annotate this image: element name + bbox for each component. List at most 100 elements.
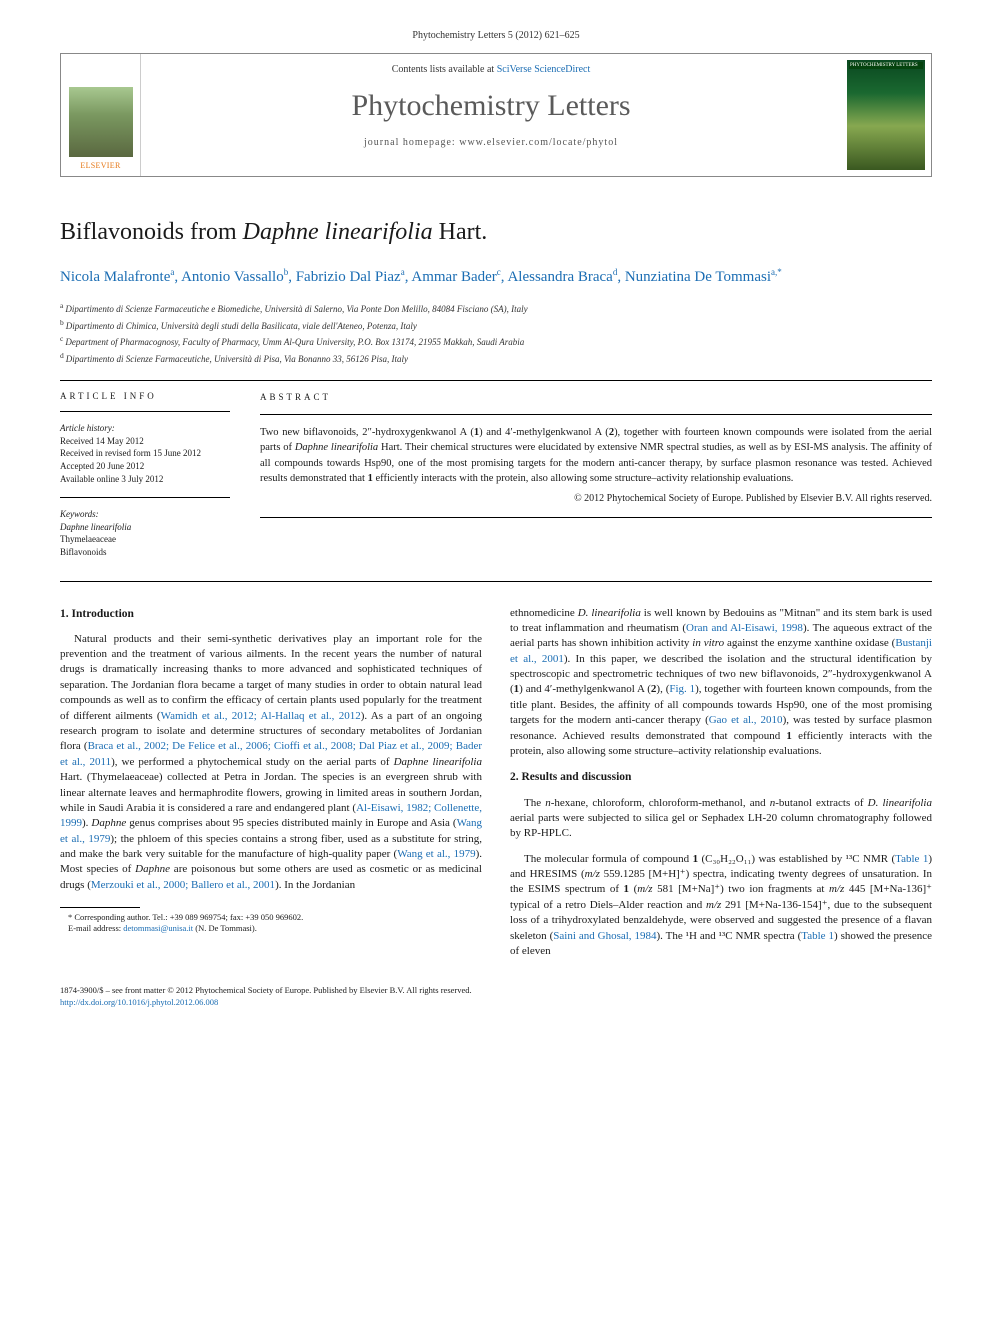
- p: The molecular formula of compound: [524, 853, 693, 865]
- cover-image: PHYTOCHEMISTRY LETTERS: [847, 60, 925, 170]
- table-link[interactable]: Table 1: [895, 853, 928, 865]
- p: ethnomedicine: [510, 607, 578, 619]
- p: -butanol extracts of: [775, 797, 867, 809]
- species: D. linearifolia: [578, 607, 641, 619]
- p: ). In the Jordanian: [275, 879, 355, 891]
- history-item: Received 14 May 2012: [60, 435, 230, 448]
- divider: [60, 380, 932, 381]
- abs-part: Two new biflavonoids, 2″-hydroxygenkwano…: [260, 427, 474, 438]
- paragraph: The n-hexane, chloroform, chloroform-met…: [510, 796, 932, 842]
- author[interactable]: Alessandra Braca: [507, 269, 612, 285]
- citation-link[interactable]: Gao et al., 2010: [709, 714, 783, 726]
- p: -hexane, chloroform, chloroform-methanol…: [551, 797, 770, 809]
- divider: [60, 497, 230, 498]
- aff-text: Department of Pharmacognosy, Faculty of …: [65, 337, 524, 347]
- aff-key: c: [60, 334, 63, 343]
- doi-link[interactable]: http://dx.doi.org/10.1016/j.phytol.2012.…: [60, 997, 932, 1009]
- section-heading: 1. Introduction: [60, 606, 482, 622]
- history-label: Article history:: [60, 422, 230, 435]
- p: Natural products and their semi-syntheti…: [60, 633, 482, 722]
- p: ), we performed a phytochemical study on…: [111, 756, 394, 768]
- keyword-item: Thymelaeaceae: [60, 533, 230, 546]
- p: ) and 4′-methylgenkwanol A (: [519, 683, 651, 695]
- p: against the enzyme xanthine oxidase (: [724, 637, 895, 649]
- abstract-heading: ABSTRACT: [260, 391, 932, 404]
- abs-part: ) and 4′-methylgenkwanol A (: [479, 427, 609, 438]
- history-item: Received in revised form 15 June 2012: [60, 447, 230, 460]
- species: Daphne linearifolia: [394, 756, 482, 768]
- citation-link[interactable]: Saini and Ghosal, 1984: [553, 930, 656, 942]
- p: ). The ¹H and ¹³C NMR spectra (: [656, 930, 801, 942]
- cover-title: PHYTOCHEMISTRY LETTERS: [849, 62, 923, 69]
- divider: [260, 414, 932, 415]
- p: 581 [M+Na]⁺) two ion fragments at: [653, 883, 829, 895]
- article-title: Biflavonoids from Daphne linearifolia Ha…: [60, 217, 932, 248]
- aff-text: Dipartimento di Chimica, Università degl…: [66, 321, 417, 331]
- affiliation-row: bDipartimento di Chimica, Università deg…: [60, 317, 932, 334]
- abstract: ABSTRACT Two new biflavonoids, 2″-hydrox…: [260, 391, 932, 570]
- article-history: Article history: Received 14 May 2012 Re…: [60, 422, 230, 485]
- masthead: ELSEVIER Contents lists available at Sci…: [60, 53, 932, 177]
- author[interactable]: Nunziatina De Tommasi: [625, 269, 771, 285]
- divider: [260, 517, 932, 518]
- author-aff: a,*: [771, 267, 782, 277]
- section-heading: 2. Results and discussion: [510, 769, 932, 785]
- sciencedirect-link[interactable]: SciVerse ScienceDirect: [497, 64, 591, 75]
- author[interactable]: Fabrizio Dal Piaz: [296, 269, 401, 285]
- info-abstract-row: ARTICLE INFO Article history: Received 1…: [60, 391, 932, 570]
- divider: [60, 411, 230, 412]
- table-link[interactable]: Table 1: [801, 930, 834, 942]
- divider: [60, 581, 932, 582]
- masthead-center: Contents lists available at SciVerse Sci…: [141, 54, 841, 176]
- species: Daphne: [91, 817, 126, 829]
- citation-link[interactable]: Wamidh et al., 2012; Al-Hallaq et al., 2…: [161, 710, 361, 722]
- history-item: Accepted 20 June 2012: [60, 460, 230, 473]
- keyword-item: Daphne linearifolia: [60, 521, 230, 534]
- elsevier-tree-icon: [69, 87, 133, 157]
- author-aff: a: [401, 267, 405, 277]
- author[interactable]: Antonio Vassallo: [181, 269, 284, 285]
- abs-part: efficiently interacts with the protein, …: [373, 473, 794, 484]
- author-aff: c: [497, 267, 501, 277]
- italic: m/z: [637, 883, 652, 895]
- body-columns: 1. Introduction Natural products and the…: [60, 606, 932, 970]
- keywords-label: Keywords:: [60, 508, 230, 521]
- running-header: Phytochemistry Letters 5 (2012) 621–625: [60, 30, 932, 41]
- article-info: ARTICLE INFO Article history: Received 1…: [60, 391, 230, 570]
- journal-cover: PHYTOCHEMISTRY LETTERS: [841, 54, 931, 176]
- title-text: Biflavonoids from: [60, 219, 243, 245]
- affiliation-row: aDipartimento di Scienze Farmaceutiche e…: [60, 300, 932, 317]
- aff-text: Dipartimento di Scienze Farmaceutiche, U…: [66, 354, 408, 364]
- italic: m/z: [829, 883, 844, 895]
- email-suffix: (N. De Tommasi).: [193, 923, 257, 933]
- contents-prefix: Contents lists available at: [392, 64, 497, 75]
- keywords: Keywords: Daphne linearifolia Thymelaeac…: [60, 508, 230, 558]
- citation-link[interactable]: Merzouki et al., 2000; Ballero et al., 2…: [91, 879, 275, 891]
- paragraph: The molecular formula of compound 1 (C₃₀…: [510, 852, 932, 960]
- citation-link[interactable]: Oran and Al-Eisawi, 1998: [686, 622, 803, 634]
- right-column: ethnomedicine D. linearifolia is well kn…: [510, 606, 932, 970]
- author-list: Nicola Malafrontea, Antonio Vassallob, F…: [60, 266, 932, 288]
- author[interactable]: Nicola Malafronte: [60, 269, 170, 285]
- figure-link[interactable]: Fig. 1: [669, 683, 695, 695]
- keyword-item: Biflavonoids: [60, 546, 230, 559]
- species: D. linearifolia: [868, 797, 932, 809]
- author-aff: d: [613, 267, 618, 277]
- corresponding-footnote: * Corresponding author. Tel.: +39 089 96…: [60, 912, 482, 923]
- title-species: Daphne linearifolia: [243, 219, 433, 245]
- footnote-divider: [60, 907, 140, 908]
- p: The: [524, 797, 545, 809]
- homepage-prefix: journal homepage:: [364, 137, 459, 148]
- citation-link[interactable]: Wang et al., 1979: [397, 848, 475, 860]
- email-footnote: E-mail address: detommasi@unisa.it (N. D…: [60, 923, 482, 934]
- paragraph: Natural products and their semi-syntheti…: [60, 632, 482, 894]
- issn-line: 1874-3900/$ – see front matter © 2012 Ph…: [60, 985, 932, 997]
- publisher-logo-block: ELSEVIER: [61, 54, 141, 176]
- aff-key: d: [60, 351, 64, 360]
- email-link[interactable]: detommasi@unisa.it: [123, 923, 193, 933]
- italic: m/z: [706, 899, 721, 911]
- title-suffix: Hart.: [433, 219, 488, 245]
- author[interactable]: Ammar Bader: [411, 269, 496, 285]
- aff-key: a: [60, 301, 63, 310]
- homepage-url[interactable]: www.elsevier.com/locate/phytol: [459, 137, 618, 148]
